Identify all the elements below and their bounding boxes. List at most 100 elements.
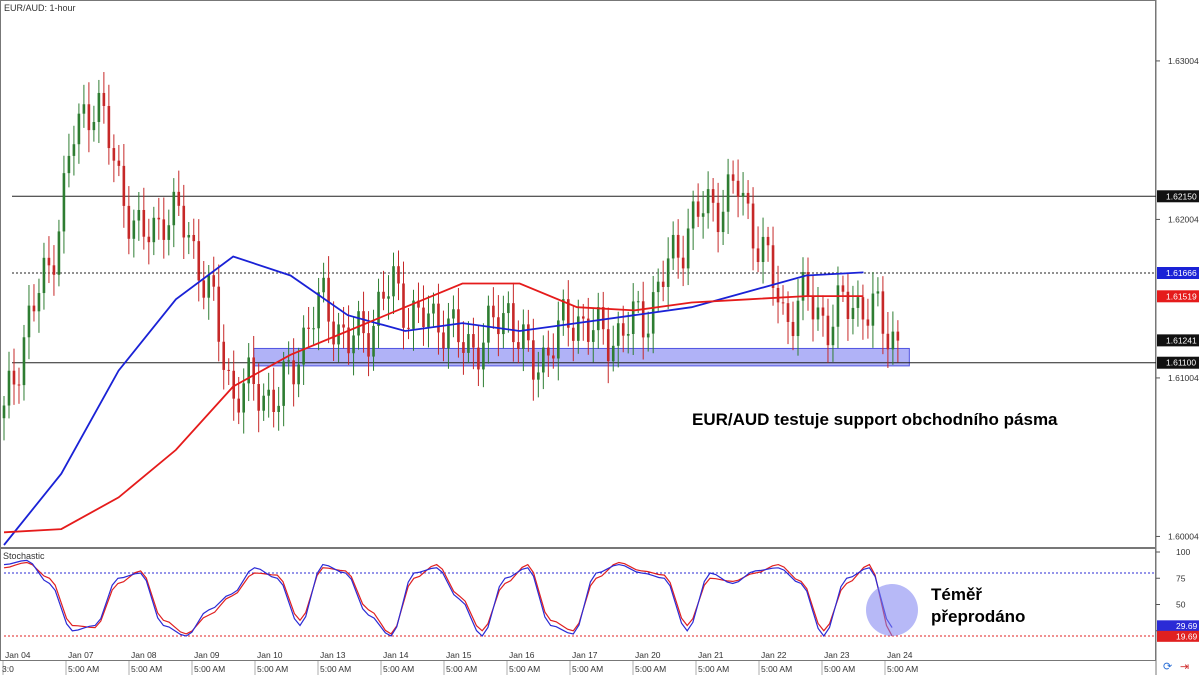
candle-body [82, 104, 86, 114]
time-tick-time: 5:00 AM [761, 664, 792, 674]
candle-body [841, 285, 845, 292]
candle-body [571, 327, 575, 341]
candle-body [437, 303, 440, 333]
candle-body [831, 326, 835, 346]
candlesticks [2, 72, 900, 441]
candle-body [372, 325, 375, 357]
candle-body [686, 228, 690, 269]
candle-body [22, 337, 26, 386]
price-pane-frame [0, 0, 1156, 548]
price-badge [1157, 290, 1199, 303]
candle-body [297, 364, 300, 385]
support-zone [253, 347, 910, 367]
candle-body [157, 217, 161, 220]
candle-body [542, 347, 545, 373]
candle-body [317, 292, 320, 329]
time-tick-time: 5:00 AM [635, 664, 666, 674]
price-badge [1157, 334, 1199, 347]
candle-body [497, 317, 500, 335]
price-badge [1157, 356, 1199, 369]
candle-body [237, 398, 241, 413]
price-badge-label: 1.61241 [1166, 335, 1197, 345]
time-tick-time: 5:00 AM [824, 664, 855, 674]
candle-body [247, 357, 250, 384]
candle-body [402, 283, 405, 328]
candle-body [422, 307, 425, 328]
candle-body [502, 313, 505, 335]
candle-body [891, 331, 895, 350]
price-badge [1157, 267, 1199, 280]
price-tick-label: 1.63004 [1168, 56, 1199, 66]
candle-body [292, 360, 295, 385]
candle-body [387, 296, 390, 299]
candle-body [347, 327, 350, 354]
time-tick-date: Jan 13 [320, 650, 346, 660]
candle-body [27, 305, 31, 338]
candle-body [72, 144, 76, 156]
candle-body [442, 332, 445, 349]
price-tick-label: 1.62004 [1168, 214, 1199, 224]
candle-body [776, 287, 780, 303]
time-axis: Jan 04 Jan 07 5:00 AM Jan 08 5:00 AM Jan 09 5:… [2, 650, 918, 675]
candle-body [641, 301, 645, 338]
candle-body [77, 113, 81, 145]
candle-body [631, 301, 635, 334]
candle-body [462, 342, 465, 353]
candle-body [107, 105, 111, 149]
time-tick-time: 5:00 AM [320, 664, 351, 674]
candle-body [547, 347, 550, 356]
candle-body [257, 384, 260, 411]
candle-body [407, 327, 410, 329]
price-axis-ticks: 1.63004 1.62004 1.61004 1.60004 [1156, 56, 1199, 541]
candle-body [167, 225, 171, 240]
candle-body [332, 321, 335, 345]
candle-body [397, 266, 400, 284]
time-tick-date: Jan 21 [698, 650, 724, 660]
candle-body [2, 405, 6, 419]
candle-body [212, 275, 216, 287]
candle-body [117, 160, 121, 166]
candle-body [701, 213, 705, 217]
scroll-right-icon[interactable]: ⇥ [1180, 660, 1189, 673]
candle-body [162, 219, 166, 240]
candle-body [12, 370, 16, 385]
candle-body [626, 333, 630, 336]
candle-body [197, 241, 201, 281]
candle-body [242, 383, 245, 413]
time-tick-date: Jan 04 [5, 650, 31, 660]
candle-body [207, 275, 211, 298]
candle-body [87, 104, 91, 131]
candle-body [681, 257, 685, 269]
annotation-oversold-line1: Téměř [931, 585, 982, 604]
candle-body [192, 234, 196, 242]
time-tick-date: Jan 14 [383, 650, 409, 660]
candle-body [42, 257, 46, 294]
time-tick-date: Jan 07 [68, 650, 94, 660]
candle-body [616, 323, 620, 346]
candle-body [382, 291, 385, 299]
candle-body [811, 296, 815, 320]
candle-body [517, 342, 520, 349]
candle-body [177, 191, 181, 206]
candle-body [836, 285, 840, 327]
candle-body [861, 297, 865, 320]
candle-body [706, 189, 710, 214]
stoch-badge [1157, 630, 1199, 642]
candle-body [666, 258, 670, 287]
time-tick-date: Jan 16 [509, 650, 535, 660]
candle-body [731, 174, 735, 181]
candle-body [202, 280, 206, 298]
time-first-fragment: 3:0 [2, 664, 14, 674]
time-tick-date: Jan 08 [131, 650, 157, 660]
candle-body [17, 384, 21, 386]
stoch-k-line [3, 559, 893, 638]
candle-body [392, 266, 395, 297]
candle-body [671, 234, 675, 259]
link-icon[interactable]: ⟳ [1163, 660, 1172, 673]
candle-body [267, 389, 270, 396]
candle-body [307, 327, 310, 329]
candle-body [112, 148, 116, 161]
candle-body [432, 303, 435, 314]
candle-body [611, 345, 615, 362]
